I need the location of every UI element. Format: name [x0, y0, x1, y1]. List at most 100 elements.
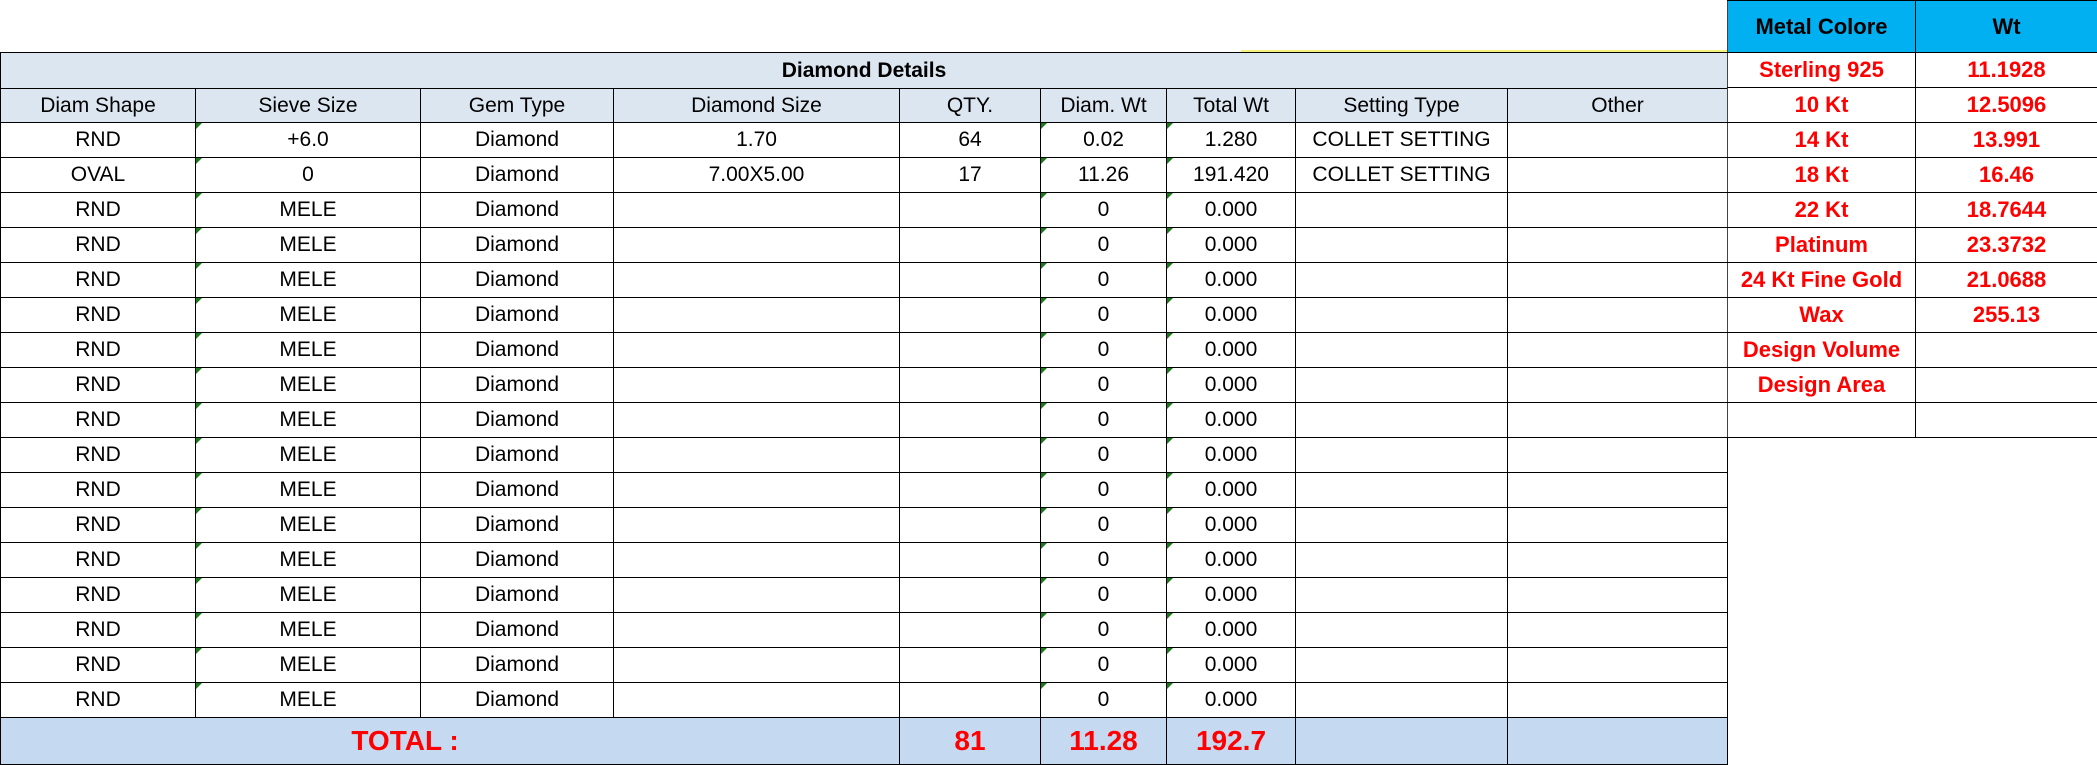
- cell-other[interactable]: [1508, 158, 1728, 193]
- cell-total-wt[interactable]: 0.000: [1167, 473, 1296, 508]
- cell-diam-wt[interactable]: 0: [1041, 298, 1167, 333]
- metal-weight[interactable]: [1916, 368, 2097, 403]
- cell-sieve-size[interactable]: MELE: [196, 263, 421, 298]
- cell-diamond-size[interactable]: [614, 613, 900, 648]
- cell-sieve-size[interactable]: MELE: [196, 333, 421, 368]
- cell-total-wt[interactable]: 0.000: [1167, 403, 1296, 438]
- cell-gem-type[interactable]: Diamond: [421, 683, 614, 718]
- cell-setting-type[interactable]: [1296, 438, 1508, 473]
- cell-diamond-size[interactable]: [614, 578, 900, 613]
- cell-setting-type[interactable]: [1296, 368, 1508, 403]
- cell-gem-type[interactable]: Diamond: [421, 438, 614, 473]
- cell-diamond-size[interactable]: [614, 683, 900, 718]
- total-setting-type[interactable]: [1296, 718, 1508, 765]
- cell-setting-type[interactable]: [1296, 228, 1508, 263]
- cell-diam-wt[interactable]: 0.02: [1041, 123, 1167, 158]
- cell-diam-shape[interactable]: RND: [1, 578, 196, 613]
- cell-gem-type[interactable]: Diamond: [421, 543, 614, 578]
- cell-sieve-size[interactable]: MELE: [196, 473, 421, 508]
- cell-setting-type[interactable]: [1296, 298, 1508, 333]
- cell-diamond-size[interactable]: [614, 438, 900, 473]
- cell-gem-type[interactable]: Diamond: [421, 403, 614, 438]
- column-header[interactable]: Diam Shape: [1, 89, 196, 123]
- cell-diam-shape[interactable]: RND: [1, 438, 196, 473]
- metal-name[interactable]: 18 Kt: [1728, 158, 1916, 193]
- cell-total-wt[interactable]: 0.000: [1167, 613, 1296, 648]
- cell-sieve-size[interactable]: +6.0: [196, 123, 421, 158]
- cell-qty[interactable]: [900, 403, 1041, 438]
- cell-diam-shape[interactable]: RND: [1, 263, 196, 298]
- cell-setting-type[interactable]: [1296, 333, 1508, 368]
- metal-name[interactable]: Design Area: [1728, 368, 1916, 403]
- metal-weight[interactable]: 255.13: [1916, 298, 2097, 333]
- cell-diam-shape[interactable]: RND: [1, 403, 196, 438]
- cell-other[interactable]: [1508, 368, 1728, 403]
- cell-other[interactable]: [1508, 543, 1728, 578]
- metal-weight[interactable]: [1916, 333, 2097, 368]
- cell-diam-wt[interactable]: 0: [1041, 228, 1167, 263]
- cell-qty[interactable]: [900, 333, 1041, 368]
- cell-qty[interactable]: [900, 298, 1041, 333]
- cell-setting-type[interactable]: COLLET SETTING: [1296, 158, 1508, 193]
- metal-name[interactable]: 24 Kt Fine Gold: [1728, 263, 1916, 298]
- cell-diam-wt[interactable]: 0: [1041, 333, 1167, 368]
- metal-name[interactable]: Sterling 925: [1728, 53, 1916, 88]
- cell-other[interactable]: [1508, 403, 1728, 438]
- cell-other[interactable]: [1508, 578, 1728, 613]
- cell-diam-shape[interactable]: RND: [1, 333, 196, 368]
- cell-other[interactable]: [1508, 648, 1728, 683]
- cell-gem-type[interactable]: Diamond: [421, 193, 614, 228]
- total-label[interactable]: TOTAL :: [1, 718, 900, 765]
- cell-sieve-size[interactable]: MELE: [196, 368, 421, 403]
- cell-sieve-size[interactable]: MELE: [196, 228, 421, 263]
- cell-diam-wt[interactable]: 0: [1041, 438, 1167, 473]
- metal-weight[interactable]: 11.1928: [1916, 53, 2097, 88]
- cell-diam-shape[interactable]: RND: [1, 193, 196, 228]
- cell-qty[interactable]: [900, 578, 1041, 613]
- cell-total-wt[interactable]: 0.000: [1167, 298, 1296, 333]
- cell-diamond-size[interactable]: [614, 333, 900, 368]
- table-title[interactable]: Diamond Details: [1, 53, 1728, 89]
- total-qty[interactable]: 81: [900, 718, 1041, 765]
- cell-other[interactable]: [1508, 193, 1728, 228]
- cell-total-wt[interactable]: 0.000: [1167, 368, 1296, 403]
- cell-other[interactable]: [1508, 228, 1728, 263]
- cell-other[interactable]: [1508, 683, 1728, 718]
- cell-diam-wt[interactable]: 0: [1041, 263, 1167, 298]
- cell-other[interactable]: [1508, 123, 1728, 158]
- cell-total-wt[interactable]: 0.000: [1167, 648, 1296, 683]
- cell-gem-type[interactable]: Diamond: [421, 508, 614, 543]
- cell-diam-wt[interactable]: 0: [1041, 193, 1167, 228]
- total-diam-wt[interactable]: 11.28: [1041, 718, 1167, 765]
- cell-other[interactable]: [1508, 298, 1728, 333]
- column-header[interactable]: Diamond Size: [614, 89, 900, 123]
- cell-qty[interactable]: [900, 263, 1041, 298]
- cell-qty[interactable]: [900, 508, 1041, 543]
- cell-diamond-size[interactable]: [614, 473, 900, 508]
- cell-sieve-size[interactable]: MELE: [196, 438, 421, 473]
- cell-gem-type[interactable]: Diamond: [421, 578, 614, 613]
- cell-diamond-size[interactable]: [614, 543, 900, 578]
- cell-qty[interactable]: 17: [900, 158, 1041, 193]
- cell-diam-wt[interactable]: 0: [1041, 613, 1167, 648]
- cell-sieve-size[interactable]: 0: [196, 158, 421, 193]
- cell-qty[interactable]: [900, 438, 1041, 473]
- cell-setting-type[interactable]: [1296, 543, 1508, 578]
- column-header[interactable]: Setting Type: [1296, 89, 1508, 123]
- metal-weight[interactable]: [1916, 403, 2097, 438]
- cell-total-wt[interactable]: 0.000: [1167, 438, 1296, 473]
- cell-setting-type[interactable]: [1296, 508, 1508, 543]
- column-header[interactable]: QTY.: [900, 89, 1041, 123]
- cell-diam-shape[interactable]: RND: [1, 228, 196, 263]
- cell-setting-type[interactable]: [1296, 193, 1508, 228]
- metal-weight[interactable]: 23.3732: [1916, 228, 2097, 263]
- cell-other[interactable]: [1508, 333, 1728, 368]
- column-header[interactable]: Total Wt: [1167, 89, 1296, 123]
- cell-diam-wt[interactable]: 11.26: [1041, 158, 1167, 193]
- total-total-wt[interactable]: 192.7: [1167, 718, 1296, 765]
- cell-diam-wt[interactable]: 0: [1041, 683, 1167, 718]
- metal-name[interactable]: 14 Kt: [1728, 123, 1916, 158]
- cell-gem-type[interactable]: Diamond: [421, 228, 614, 263]
- cell-setting-type[interactable]: [1296, 648, 1508, 683]
- cell-sieve-size[interactable]: MELE: [196, 298, 421, 333]
